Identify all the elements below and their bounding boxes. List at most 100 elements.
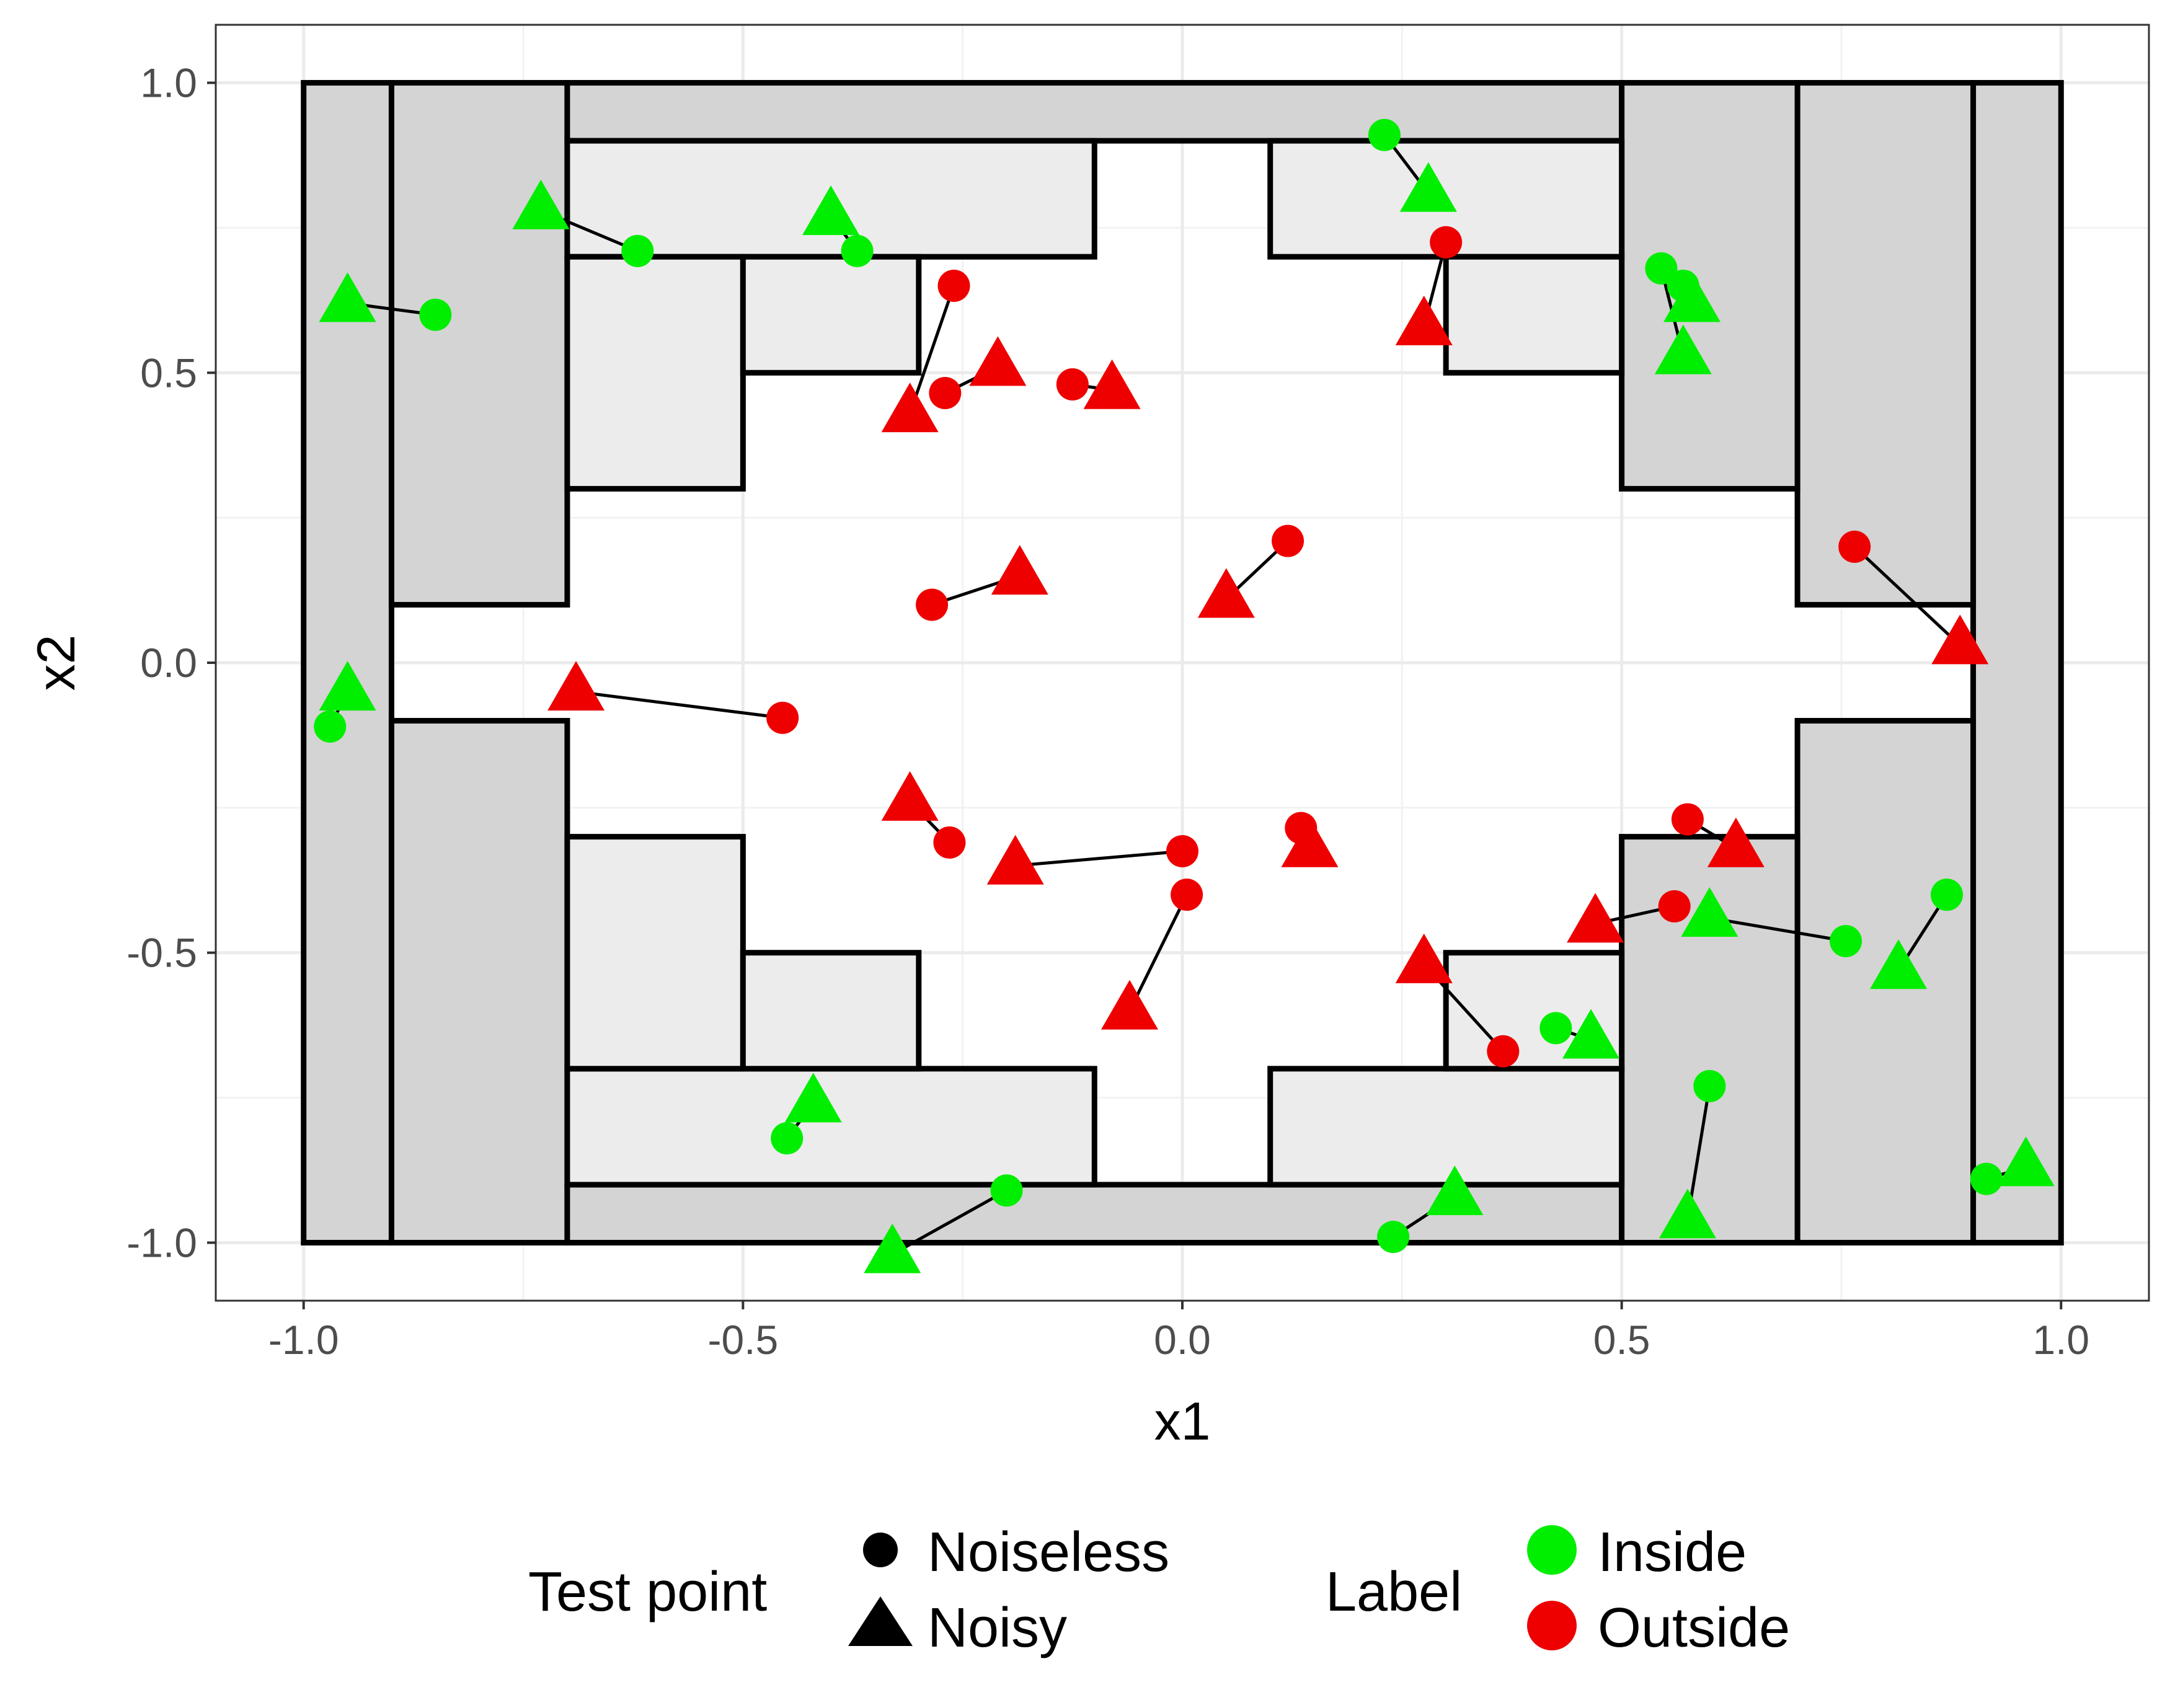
- point-noisy-inside: [319, 661, 376, 711]
- y-tick-label: 0.0: [140, 640, 197, 686]
- noise-segment: [892, 1189, 1008, 1256]
- data-points: [314, 118, 2055, 1273]
- point-noisy-outside: [1100, 980, 1158, 1030]
- point-noiseless-outside: [1838, 530, 1871, 563]
- x-axis-title: x1: [1154, 1392, 1211, 1451]
- point-noisy-inside: [1426, 1166, 1484, 1216]
- region-boxes: [301, 80, 2064, 1246]
- x-tick-label: -1.0: [268, 1317, 339, 1363]
- legend-key-inside: [1527, 1525, 1577, 1575]
- legend: Test point Noiseless Noisy Label Inside …: [528, 1521, 1790, 1659]
- x-tick-label: 1.0: [2032, 1317, 2089, 1363]
- region-box-dark: [564, 80, 1625, 144]
- point-noisy-inside: [1663, 272, 1721, 322]
- point-noisy-outside: [1395, 933, 1453, 983]
- region-box-light: [1267, 1066, 1625, 1188]
- point-noiseless-outside: [1671, 803, 1704, 836]
- point-noisy-inside: [512, 179, 570, 229]
- point-noiseless-inside: [1377, 1221, 1410, 1254]
- point-noiseless-inside: [1693, 1069, 1726, 1102]
- point-noiseless-inside: [419, 298, 452, 331]
- point-noiseless-outside: [1056, 368, 1089, 400]
- noise-segment: [1853, 546, 1961, 647]
- point-noiseless-inside: [841, 234, 874, 267]
- point-noiseless-outside: [1171, 878, 1203, 911]
- legend-label-outside: Outside: [1598, 1597, 1790, 1659]
- point-noiseless-outside: [1487, 1035, 1520, 1068]
- legend-title-test-point: Test point: [528, 1561, 767, 1623]
- point-noiseless-inside: [990, 1174, 1023, 1207]
- point-noisy-outside: [1567, 893, 1624, 943]
- y-axis: -1.0 -0.5 0.0 0.5 1.0: [126, 60, 216, 1265]
- region-box-dark: [1619, 80, 1800, 492]
- point-noisy-outside: [547, 661, 605, 711]
- point-noisy-outside: [881, 383, 939, 433]
- point-noisy-outside: [969, 336, 1027, 386]
- legend-key-noisy: [848, 1596, 913, 1646]
- point-noiseless-outside: [766, 701, 799, 734]
- noise-segment: [1128, 894, 1189, 1012]
- region-box-dark: [1794, 80, 1977, 608]
- point-noisy-inside: [784, 1073, 842, 1123]
- point-noiseless-outside: [1166, 835, 1198, 868]
- legend-key-noiseless: [863, 1533, 898, 1567]
- point-noiseless-inside: [314, 710, 347, 743]
- point-noiseless-inside: [1970, 1162, 2003, 1195]
- point-noiseless-inside: [1830, 925, 1862, 958]
- point-noisy-outside: [1281, 817, 1339, 867]
- point-noisy-inside: [1562, 1009, 1620, 1059]
- point-noisy-inside: [1658, 1188, 1716, 1239]
- y-tick-label: -0.5: [126, 930, 197, 976]
- point-noisy-outside: [881, 771, 939, 821]
- point-noiseless-outside: [916, 588, 949, 621]
- noise-segment: [1709, 916, 1846, 943]
- region-box-dark: [1970, 80, 2064, 1246]
- legend-key-outside: [1527, 1601, 1577, 1650]
- point-noiseless-inside: [1368, 118, 1401, 151]
- y-tick-label: 1.0: [140, 60, 197, 106]
- noise-segment: [1015, 849, 1183, 867]
- region-box-light: [740, 950, 922, 1072]
- noise-segment: [908, 285, 955, 414]
- legend-title-label: Label: [1326, 1561, 1462, 1623]
- legend-label: Label Inside Outside: [1326, 1521, 1790, 1659]
- y-tick-label: -1.0: [126, 1219, 197, 1265]
- point-noisy-inside: [864, 1223, 921, 1273]
- region-box-dark: [388, 80, 570, 608]
- point-noisy-inside: [1399, 162, 1457, 212]
- point-noisy-inside: [1681, 887, 1738, 937]
- region-box-light: [1443, 254, 1625, 376]
- point-noiseless-outside: [1430, 226, 1463, 259]
- x-tick-label: 0.5: [1593, 1317, 1650, 1363]
- point-noisy-outside: [991, 545, 1048, 595]
- point-noiseless-outside: [1658, 890, 1691, 923]
- point-noisy-inside: [1654, 324, 1712, 374]
- point-noiseless-outside: [1272, 524, 1304, 557]
- point-noisy-outside: [1083, 359, 1141, 409]
- point-noiseless-inside: [1645, 252, 1678, 285]
- x-tick-label: -0.5: [707, 1317, 778, 1363]
- point-noiseless-outside: [929, 377, 962, 410]
- point-noisy-outside: [1395, 295, 1453, 345]
- point-noisy-inside: [1870, 939, 1928, 989]
- point-noisy-inside: [802, 185, 860, 236]
- legend-label-noisy: Noisy: [928, 1597, 1067, 1659]
- y-tick-label: 0.5: [140, 350, 197, 396]
- legend-test-point: Test point Noiseless Noisy: [528, 1521, 1169, 1659]
- region-box-light: [740, 254, 922, 376]
- point-noisy-outside: [1197, 568, 1255, 618]
- point-noiseless-inside: [771, 1122, 804, 1155]
- region-box-light: [564, 1066, 1097, 1188]
- x-tick-label: 0.0: [1154, 1317, 1211, 1363]
- point-noisy-inside: [319, 272, 376, 322]
- point-noiseless-outside: [937, 269, 970, 302]
- point-noisy-inside: [1997, 1136, 2055, 1187]
- legend-label-noiseless: Noiseless: [928, 1521, 1169, 1583]
- point-noisy-outside: [1707, 817, 1765, 867]
- point-noiseless-inside: [1539, 1012, 1572, 1045]
- point-noisy-outside: [986, 834, 1044, 885]
- y-axis-title: x2: [27, 635, 86, 691]
- point-noiseless-inside: [621, 234, 654, 267]
- x-axis: -1.0 -0.5 0.0 0.5 1.0: [268, 1301, 2089, 1363]
- point-noiseless-outside: [933, 826, 966, 859]
